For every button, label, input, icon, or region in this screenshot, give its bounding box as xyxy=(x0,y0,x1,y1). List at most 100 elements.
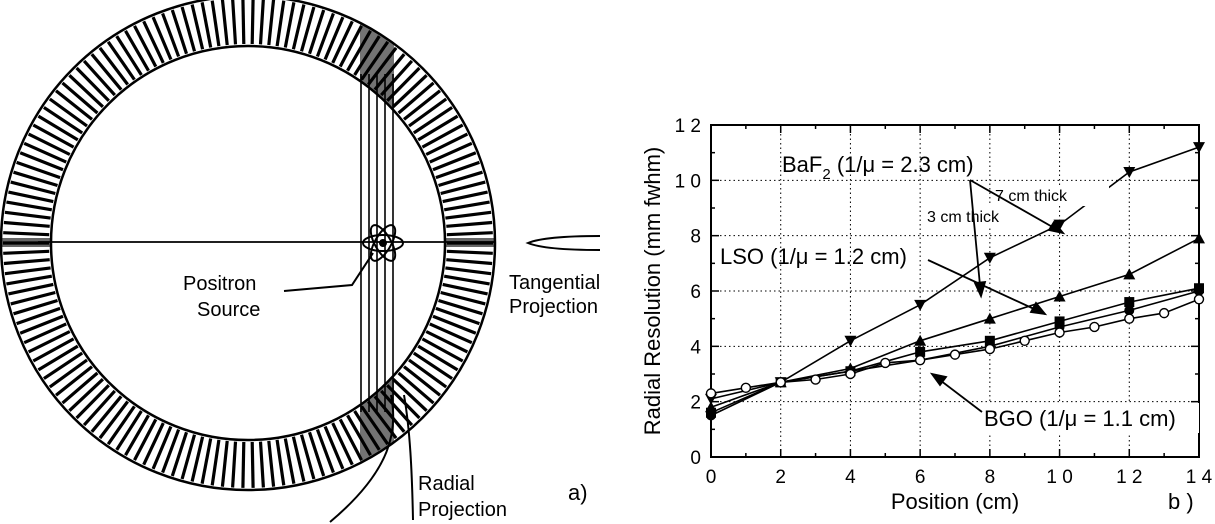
detector-crystal-segment xyxy=(445,266,492,276)
data-point-circle-open xyxy=(984,343,996,355)
data-point-square xyxy=(915,346,926,357)
lso-arrowhead xyxy=(1029,301,1048,316)
detector-crystal-segment xyxy=(408,97,448,128)
data-point-circle-open xyxy=(740,382,752,394)
detector-crystal-segment xyxy=(8,282,54,296)
data-point-square xyxy=(1054,316,1065,327)
detector-crystal-segment xyxy=(8,190,54,204)
panel-b: 0 2 4 6 8 1 0 1 2 1 4 0 2 4 6 8 1 0 1 2 Position (cm)… xyxy=(640,116,1213,514)
detector-crystal-segment xyxy=(438,298,483,316)
detector-crystal-segment xyxy=(55,365,93,397)
detector-crystal-segment xyxy=(210,0,221,47)
detector-crystal-segment xyxy=(429,322,473,345)
data-point-circle-filled xyxy=(706,410,716,421)
detector-crystal-segment xyxy=(98,400,129,440)
detector-crystal-segment xyxy=(267,0,276,46)
detector-crystal-segment xyxy=(291,436,306,482)
detector-crystal-segment xyxy=(13,298,58,316)
detector-crystal-segment xyxy=(68,74,104,108)
detector-crystal-segment xyxy=(23,322,67,345)
detector-crystal-segment xyxy=(291,4,306,50)
detector-crystal-segment xyxy=(267,440,276,487)
detector-crystal-segment xyxy=(421,337,464,363)
radial-projection-label-line1: Radial xyxy=(418,473,475,495)
x-tick-label: 0 xyxy=(706,467,717,488)
detector-crystal-segment xyxy=(417,114,459,142)
detector-crystal-segment xyxy=(161,428,181,474)
lso-annotation: LSO (1/μ = 1.2 cm) xyxy=(720,244,907,269)
data-point-square xyxy=(1124,297,1135,308)
detector-crystal-segment xyxy=(16,306,61,326)
detector-crystal-segment xyxy=(82,389,116,427)
detector-crystal-segment xyxy=(338,25,363,68)
detector-crystal-segment xyxy=(27,330,71,354)
detector-crystal-segment xyxy=(3,249,50,255)
detector-crystal-segment xyxy=(443,274,490,286)
data-point-square xyxy=(984,335,995,346)
chart-grid xyxy=(711,125,1199,457)
data-point-circle-open xyxy=(845,368,856,380)
detector-crystal-segment xyxy=(408,358,448,389)
data-point-circle-open xyxy=(949,349,961,360)
detector-crystal-segment xyxy=(442,282,488,296)
detector-crystal-segment xyxy=(3,220,50,228)
detector-ring-outer-edge xyxy=(0,0,497,492)
detector-crystal-segment xyxy=(220,0,229,46)
detector-crystal-segment xyxy=(61,371,99,405)
detector-crystal-segment xyxy=(4,266,51,276)
y-tick-label: 6 xyxy=(690,282,701,303)
detector-crystal-segment xyxy=(124,414,150,456)
y-tick-label: 4 xyxy=(690,337,701,358)
detector-crystal-segment xyxy=(82,59,116,97)
detector-crystal-segment xyxy=(299,434,316,480)
data-point-triangle-up xyxy=(914,334,927,346)
positron-source-leader xyxy=(283,252,374,292)
detector-crystal-segment xyxy=(241,441,246,488)
detector-crystal-segment xyxy=(210,439,221,486)
detector-crystal-segment xyxy=(331,20,354,64)
baf2-seven-cm-arrowhead xyxy=(1047,220,1066,235)
detector-crystal-segment xyxy=(115,410,143,451)
detector-crystal-segment xyxy=(151,425,173,470)
y-tick-label: 0 xyxy=(690,448,701,469)
panel-a: Positron Source Tangential Projection Ra… xyxy=(0,0,601,523)
detector-crystal-segment xyxy=(3,258,50,266)
detector-crystal-segment xyxy=(425,132,469,156)
radial-projection-leader xyxy=(329,394,395,523)
detector-crystal-segment xyxy=(323,16,345,61)
detector-crystal-segment xyxy=(10,290,56,306)
detector-crystal-segment xyxy=(13,170,58,188)
y-tick-label: 1 0 xyxy=(675,171,701,192)
detector-ring-segments xyxy=(3,0,493,488)
detector-crystal-segment xyxy=(435,306,480,326)
data-point-triangle-down xyxy=(1123,167,1136,179)
three-cm-annotation: 3 cm thick xyxy=(927,209,1000,226)
data-point-circle-open xyxy=(1019,335,1030,346)
seven-cm-label-background xyxy=(991,186,1109,206)
panel-a-label: a) xyxy=(568,480,588,505)
detector-crystal-segment xyxy=(180,6,197,52)
data-point-triangle-up xyxy=(1193,232,1205,244)
detector-crystal-segment xyxy=(283,438,296,484)
detector-crystal-segment xyxy=(446,220,493,228)
baf2-annotation-base: BaF xyxy=(782,152,822,177)
detector-crystal-segment xyxy=(446,231,493,237)
detector-crystal-segment xyxy=(180,434,197,480)
detector-crystal-segment xyxy=(133,418,158,461)
detector-crystal-segment xyxy=(43,106,84,135)
data-point-triangle-down xyxy=(914,299,927,311)
data-point-circle-open xyxy=(1089,321,1100,333)
detector-crystal-segment xyxy=(412,351,453,380)
tangential-projection-profile xyxy=(525,235,601,251)
data-point-triangle-down xyxy=(844,335,857,347)
data-point-circle-open xyxy=(914,354,926,366)
detector-crystal-segment xyxy=(258,0,265,45)
baf2-seven-cm-arrow-shaft xyxy=(969,179,1064,234)
detector-crystal-segment xyxy=(432,314,477,335)
detector-crystal-segment xyxy=(442,190,488,204)
detector-crystal-segment xyxy=(32,123,75,149)
detector-crystal-segment xyxy=(115,35,143,76)
data-point-circle-filled xyxy=(1194,286,1204,296)
detector-crystal-segment xyxy=(250,441,255,488)
